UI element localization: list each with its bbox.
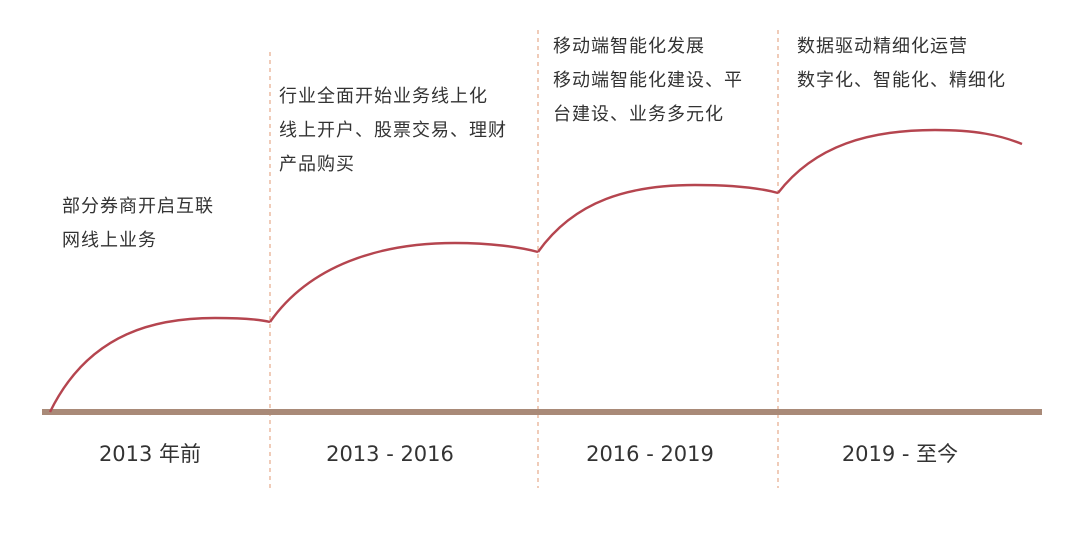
stage-4-line-2: 数字化、智能化、精细化 (797, 70, 1006, 91)
stage-3-description: 移动端智能化发展 移动端智能化建设、平 台建设、业务多元化 (553, 30, 773, 132)
growth-arc-stage-4 (777, 128, 1023, 194)
growth-arc-stage-1 (48, 316, 271, 413)
stage-4-description: 数据驱动精细化运营 数字化、智能化、精细化 (797, 30, 1047, 98)
growth-arc-stage-2 (269, 241, 539, 323)
stage-1-description: 部分券商开启互联 网线上业务 (62, 190, 262, 258)
stage-3-line-1: 移动端智能化发展 (553, 36, 705, 57)
stage-2-line-1: 行业全面开始业务线上化 (279, 86, 488, 107)
stage-2-line-2: 线上开户、股票交易、理财 (279, 120, 507, 141)
stage-2-description: 行业全面开始业务线上化 线上开户、股票交易、理财 产品购买 (279, 80, 534, 182)
stage-3-line-2: 移动端智能化建设、平 (553, 70, 743, 91)
period-label-stage-1: 2013 年前 (98, 442, 202, 466)
stage-3-line-3: 台建设、业务多元化 (553, 104, 724, 125)
period-label-stage-3: 2016 - 2019 (586, 442, 714, 466)
stage-4-line-1: 数据驱动精细化运营 (797, 36, 968, 57)
period-label-stage-2: 2013 - 2016 (326, 442, 454, 466)
period-label-stage-4: 2019 - 至今 (841, 442, 959, 466)
growth-arc-stage-3 (537, 183, 779, 253)
stage-1-line-1: 部分券商开启互联 (62, 196, 214, 217)
stage-1-line-2: 网线上业务 (62, 230, 157, 251)
stage-2-line-3: 产品购买 (279, 154, 355, 175)
